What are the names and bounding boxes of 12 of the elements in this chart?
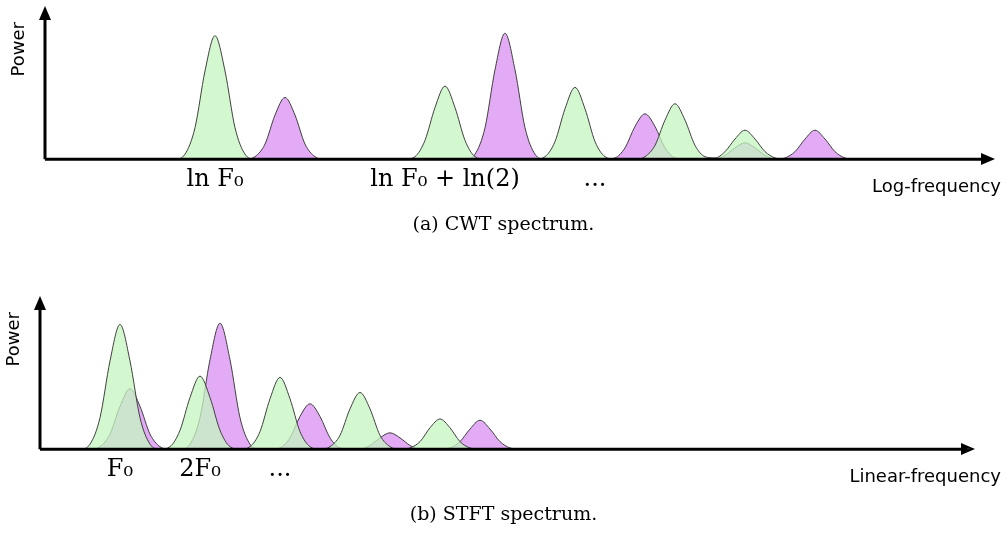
y-axis-title: Power: [6, 21, 28, 77]
x-axis-title: Log-frequency: [872, 174, 1002, 196]
x-tick-label: ln F₀ + ln(2): [370, 163, 520, 192]
x-tick-label: ...: [268, 453, 292, 482]
x-tick-label: F₀: [106, 453, 134, 482]
x-tick-label: ln F₀: [186, 163, 244, 192]
x-tick-label: 2F₀: [179, 453, 221, 482]
text: (b) STFT spectrum.: [408, 502, 599, 524]
x-tick-label: ...: [583, 163, 607, 192]
x-axis-title: Linear-frequency: [849, 464, 1002, 486]
y-axis-title: Power: [1, 311, 23, 367]
text: (a) CWT spectrum.: [411, 212, 596, 234]
